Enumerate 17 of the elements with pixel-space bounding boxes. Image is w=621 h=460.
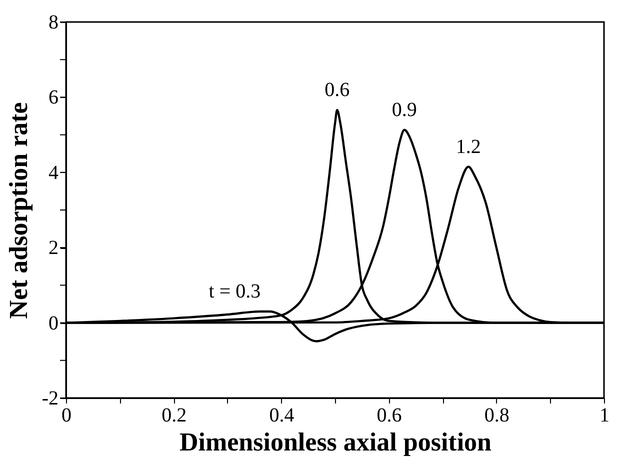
y-tick-label: 8	[48, 12, 58, 34]
y-tick-label: 6	[48, 86, 58, 109]
y-tick-label: -2	[42, 388, 58, 410]
y-tick-label: 0	[48, 312, 58, 334]
y-axis-title: Net adsorption rate	[4, 102, 33, 319]
x-tick-label: 0.2	[162, 404, 187, 426]
y-tick-label: 2	[48, 237, 58, 260]
y-tick-label: 4	[48, 162, 58, 184]
x-tick-label: 0.6	[376, 404, 402, 426]
x-tick-label: 0.8	[484, 404, 510, 426]
annotation: 1.2	[456, 136, 481, 158]
x-tick-label: 0.4	[269, 404, 294, 426]
x-tick-label: 1	[600, 404, 610, 426]
annotation: 0.9	[392, 98, 417, 121]
annotation: t = 0.3	[208, 280, 261, 303]
annotation: 0.6	[324, 78, 350, 101]
x-axis-title: Dimensionless axial position	[179, 428, 492, 456]
